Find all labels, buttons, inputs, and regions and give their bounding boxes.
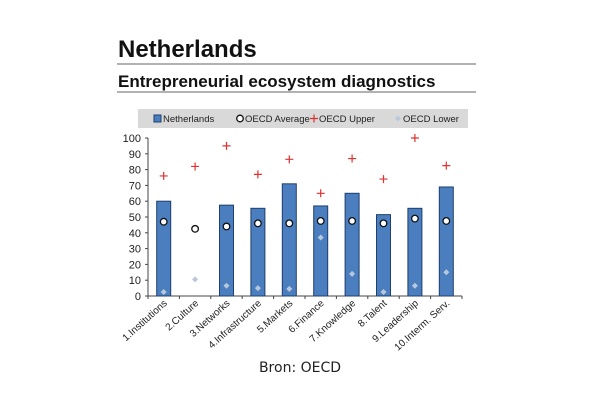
chart-subtitle: Entrepreneurial ecosystem diagnostics [118, 72, 435, 91]
legend-label: OECD Upper [319, 114, 375, 125]
y-tick-label: 10 [129, 275, 141, 287]
y-tick-label: 90 [129, 149, 141, 161]
data-bar [219, 204, 234, 297]
legend-label: OECD Lower [403, 114, 459, 125]
data-plus [222, 141, 231, 150]
y-tick-label: 20 [129, 259, 141, 271]
y-tick-label: 50 [129, 212, 141, 224]
data-diamond [254, 285, 261, 292]
legend-swatch-bar [153, 114, 162, 123]
legend-label: Netherlands [163, 114, 214, 125]
source-caption: Bron: OECD [258, 360, 342, 376]
data-bar [281, 183, 297, 297]
y-tick-label: 100 [123, 133, 141, 145]
data-diamond [443, 269, 450, 276]
data-plus [159, 171, 168, 180]
data-bar [344, 192, 360, 297]
data-bar [156, 200, 172, 297]
data-diamond [286, 285, 293, 292]
x-tick-label: 10.Interm. Serv. [393, 298, 453, 353]
y-tick-label: 40 [129, 228, 141, 240]
data-diamond [380, 289, 387, 296]
legend: Netherlands OECD Average OECD Upper OECD Lo… [153, 114, 459, 125]
legend-swatch-diamond [395, 115, 401, 122]
y-tick-label: 70 [129, 180, 141, 192]
data-diamond [192, 276, 199, 283]
data-plus [442, 161, 451, 170]
data-circle [379, 219, 388, 228]
data-circle [253, 219, 262, 228]
data-diamond [349, 270, 356, 277]
data-plus [285, 155, 294, 164]
y-tick-label: 0 [135, 291, 141, 303]
data-diamond [223, 282, 230, 289]
data-plus [410, 134, 419, 142]
data-bar [438, 186, 454, 297]
data-diamond [411, 282, 418, 289]
data-bar [376, 214, 391, 297]
data-plus [316, 189, 325, 198]
data-plus [379, 175, 388, 184]
data-circle [222, 222, 231, 231]
y-tick-label: 80 [129, 165, 141, 177]
y-tick-label: 60 [129, 196, 141, 208]
data-plus [191, 162, 200, 171]
data-circle [191, 224, 200, 233]
data-diamond [160, 289, 167, 296]
legend-background [138, 109, 468, 128]
legend-label: OECD Average [245, 114, 310, 125]
data-diamond [317, 234, 324, 241]
data-plus [348, 154, 357, 163]
data-bar [313, 205, 329, 297]
data-circle [348, 216, 357, 225]
x-tick-label: 1.Institutions [121, 298, 170, 344]
data-bar [250, 207, 266, 297]
data-circle [442, 216, 451, 225]
data-bar [407, 207, 423, 297]
data-circle [410, 214, 419, 223]
legend-swatch-circle [236, 114, 244, 123]
data-circle [285, 219, 294, 228]
legend-swatch-plus [310, 114, 318, 123]
data-circle [159, 217, 168, 226]
plot-area: 01020304050607080901001.Institutions2.Cu… [121, 133, 463, 353]
data-plus [253, 170, 262, 179]
y-tick-label: 30 [129, 244, 141, 256]
data-circle [316, 216, 325, 225]
chart-title: Netherlands [118, 36, 257, 63]
